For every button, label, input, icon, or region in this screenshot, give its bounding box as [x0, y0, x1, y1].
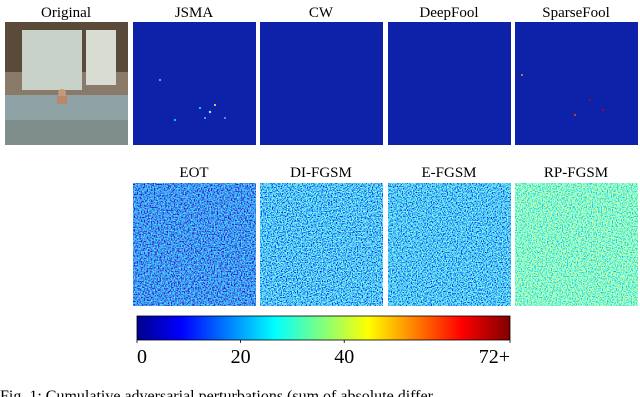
panel-title: DI-FGSM [290, 165, 352, 181]
panel-title: RP-FGSM [544, 165, 608, 181]
caption: Fig. 1: Cumulative adversarial perturbat… [0, 388, 434, 397]
colorbar-tick-label: 72+ [479, 346, 510, 368]
panel-title: Original [41, 5, 91, 21]
colorbar-tick-label: 40 [334, 346, 354, 368]
colorbar-tick-label: 0 [137, 346, 147, 368]
panel-title: DeepFool [419, 5, 478, 21]
cw-map [260, 22, 383, 145]
e-fgsm-map [388, 183, 511, 306]
panel-title: CW [309, 5, 334, 21]
jsma-map [133, 22, 256, 145]
di-fgsm-map [260, 183, 383, 306]
panel-title: E-FGSM [421, 165, 476, 181]
colorbar [136, 315, 511, 341]
eot-map [133, 183, 256, 306]
panel-title: EOT [179, 165, 208, 181]
sparsefool-map [515, 22, 638, 145]
deepfool-map [388, 22, 511, 145]
colorbar-tick-label: 20 [231, 346, 251, 368]
original-photo [5, 22, 128, 145]
panel-title: JSMA [175, 5, 214, 21]
rp-fgsm-map [515, 183, 638, 306]
panel-title: SparseFool [542, 5, 610, 21]
